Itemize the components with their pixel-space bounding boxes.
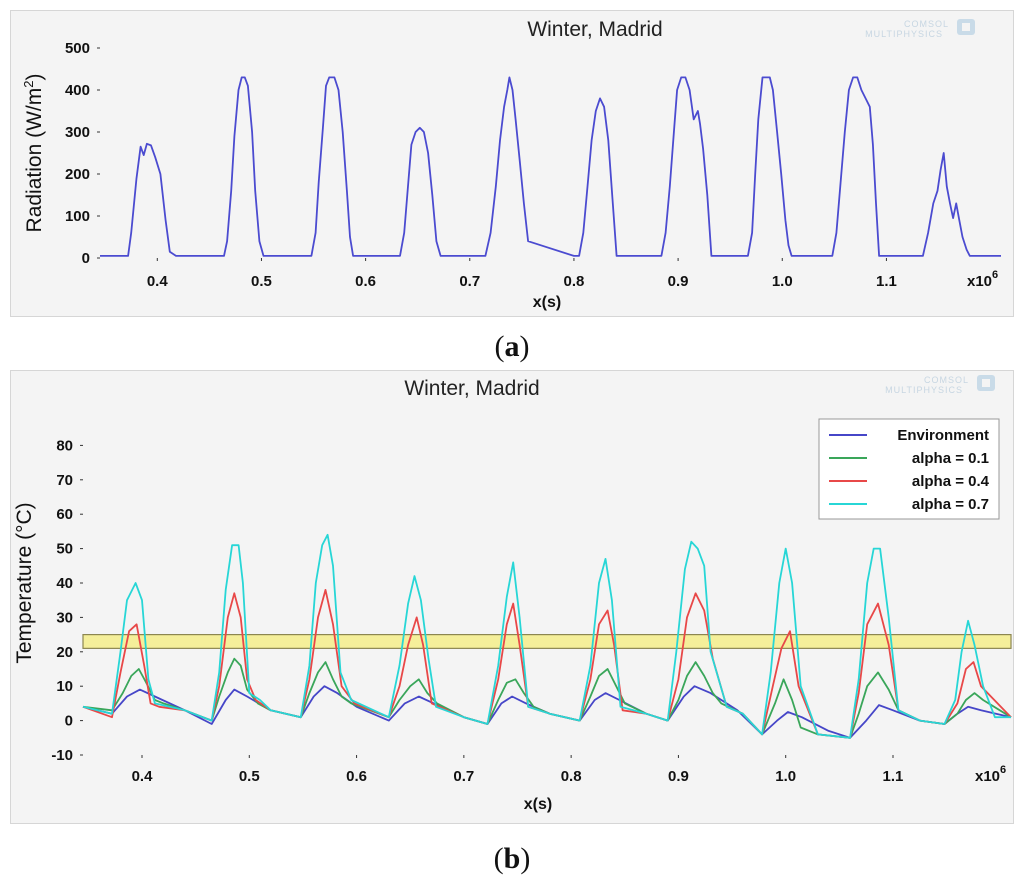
y-tick-label: 80 <box>56 437 73 454</box>
x-tick-label: 1.0 <box>772 273 793 290</box>
y-tick-label: 0 <box>82 250 90 267</box>
y-tick-label: 40 <box>56 575 73 592</box>
comsol-logo-icon-inner <box>982 379 990 387</box>
watermark-text: COMSOL <box>904 19 949 29</box>
x-tick-label: 0.7 <box>453 768 474 785</box>
x-tick-label: 1.1 <box>876 273 897 290</box>
legend-label: Environment <box>897 427 989 444</box>
comsol-logo-icon-inner <box>962 23 970 31</box>
x-tick-label: 0.5 <box>251 273 272 290</box>
series-line-alpha-0-1 <box>82 657 1012 739</box>
y-tick-label: 60 <box>56 506 73 523</box>
x-multiplier: x106 <box>975 764 1006 785</box>
y-tick-label: -10 <box>51 747 73 764</box>
x-tick-label: 0.4 <box>147 273 169 290</box>
x-tick-label: 0.8 <box>561 768 582 785</box>
y-tick-label: 20 <box>56 644 73 661</box>
y-tick-label: 10 <box>56 678 73 695</box>
x-tick-label: 1.1 <box>883 768 904 785</box>
x-multiplier: x106 <box>967 269 998 290</box>
series-line-radiation <box>100 76 1001 257</box>
x-axis-label: x(s) <box>533 294 561 311</box>
x-tick-label: 0.6 <box>355 273 376 290</box>
x-tick-label: 0.8 <box>564 273 585 290</box>
x-axis-label: x(s) <box>524 796 552 813</box>
x-tick-label: 0.9 <box>668 768 689 785</box>
y-tick-label: 400 <box>65 82 90 99</box>
legend: Environment alpha = 0.1 alpha = 0.4 alpha =… <box>818 418 1000 520</box>
x-tick-label: 1.0 <box>775 768 796 785</box>
chart-panel-a: Winter, Madrid COMSOL MULTIPHYSICS 0 100 200 3… <box>10 10 1014 317</box>
series-line-alpha-0-4 <box>82 588 1012 739</box>
y-tick-label: 200 <box>65 166 90 183</box>
chart-panel-b: Winter, Madrid COMSOL MULTIPHYSICS -10 0 10 20… <box>10 370 1014 824</box>
x-tick-label: 0.4 <box>132 768 154 785</box>
chart-title: Winter, Madrid <box>404 377 539 400</box>
caption-b: (b) <box>493 842 531 875</box>
legend-label: alpha = 0.4 <box>912 473 990 490</box>
y-axis-label: Temperature (°C) <box>13 502 36 663</box>
y-tick-label: 100 <box>65 208 90 225</box>
y-axis-label: Radiation (W/m2) <box>21 74 46 233</box>
y-tick-label: 500 <box>65 40 90 57</box>
y-tick-label: 0 <box>65 713 73 730</box>
legend-label: alpha = 0.1 <box>912 450 989 467</box>
y-tick-label: 70 <box>56 472 73 489</box>
series-line-alpha-0-7 <box>82 533 1011 739</box>
watermark-text: MULTIPHYSICS <box>885 385 963 395</box>
y-tick-label: 50 <box>56 541 73 558</box>
watermark-text: COMSOL <box>924 375 969 385</box>
chart-title: Winter, Madrid <box>527 18 662 41</box>
x-tick-label: 0.5 <box>239 768 260 785</box>
x-tick-label: 0.7 <box>459 273 480 290</box>
watermark-text: MULTIPHYSICS <box>865 29 943 39</box>
caption-a: (a) <box>494 330 530 363</box>
y-tick-label: 30 <box>56 609 73 626</box>
y-tick-label: 300 <box>65 124 90 141</box>
legend-label: alpha = 0.7 <box>912 496 989 513</box>
x-tick-label: 0.6 <box>346 768 367 785</box>
x-tick-label: 0.9 <box>668 273 689 290</box>
